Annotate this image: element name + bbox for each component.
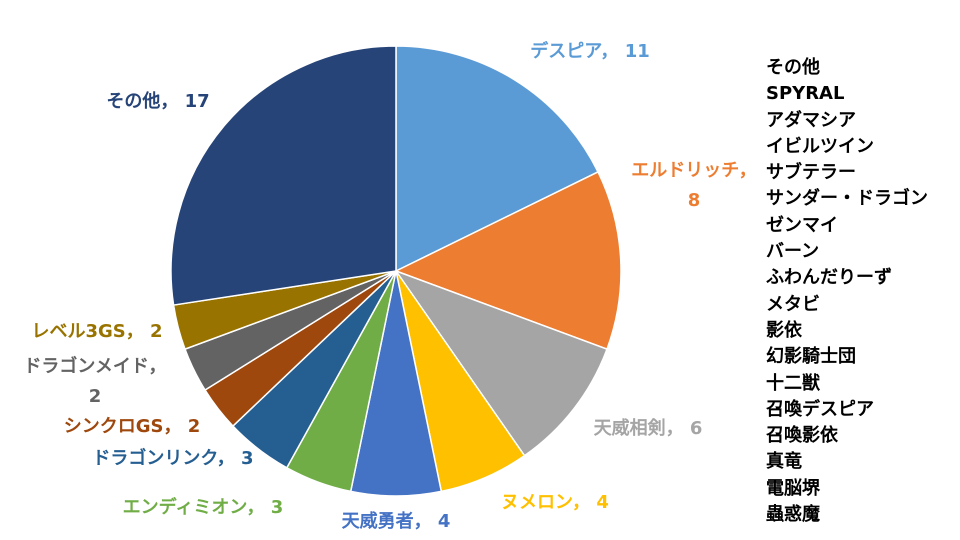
- slice-data-label: その他， 17: [106, 90, 209, 112]
- other-breakdown-item: イビルツイン: [766, 135, 874, 157]
- pie-slice: [395, 45, 600, 273]
- slice-data-label: 天威勇者， 4: [342, 510, 451, 532]
- slice-data-label: ドラゴンリンク， 3: [92, 447, 253, 469]
- other-breakdown-item: 電脳堺: [766, 477, 820, 499]
- other-breakdown-item: サンダー・ドラゴン: [766, 188, 928, 210]
- other-breakdown-item: メタビ: [766, 293, 820, 315]
- other-breakdown-item: アダマシア: [766, 109, 856, 131]
- other-breakdown-item: ふわんだりーず: [766, 267, 892, 289]
- slice-data-label: ドラゴンメイド， 2: [23, 355, 166, 407]
- slice-data-label: シンクロGS， 2: [64, 416, 201, 437]
- slice-data-label: 天威相剣， 6: [594, 417, 703, 439]
- other-breakdown-item: SPYRAL: [766, 83, 845, 105]
- slice-data-label: デスピア， 11: [530, 40, 650, 62]
- slice-data-label: ヌメロン， 4: [501, 492, 609, 513]
- slice-data-label: レベル3GS， 2: [31, 321, 162, 342]
- pie-slice: [394, 170, 622, 351]
- pie-slice: [394, 269, 608, 457]
- other-breakdown-item: 十二獣: [766, 372, 820, 394]
- other-breakdown-item: 召喚影依: [766, 425, 838, 447]
- other-breakdown-item: 蟲惑魔: [766, 504, 820, 526]
- other-breakdown-item: ゼンマイ: [766, 214, 838, 236]
- other-breakdown-item: 召喚デスピア: [766, 398, 874, 420]
- other-breakdown-item: サブテラー: [766, 162, 856, 184]
- slice-data-label: エンディミオン， 3: [123, 496, 284, 518]
- other-breakdown-item: バーン: [766, 241, 820, 263]
- pie-slice: [170, 45, 397, 306]
- other-breakdown-item: 影依: [766, 319, 802, 341]
- slice-data-label: エルドリッチ， 8: [631, 160, 756, 211]
- other-breakdown-item: その他: [766, 57, 820, 78]
- other-breakdown-item: 幻影騎士団: [766, 346, 856, 368]
- other-breakdown-list: その他 SPYRAL アダマシアイビルツイン サブテラーサンダー・ドラゴン ゼンマイバー…: [766, 55, 928, 528]
- other-breakdown-item: 真竜: [766, 451, 802, 473]
